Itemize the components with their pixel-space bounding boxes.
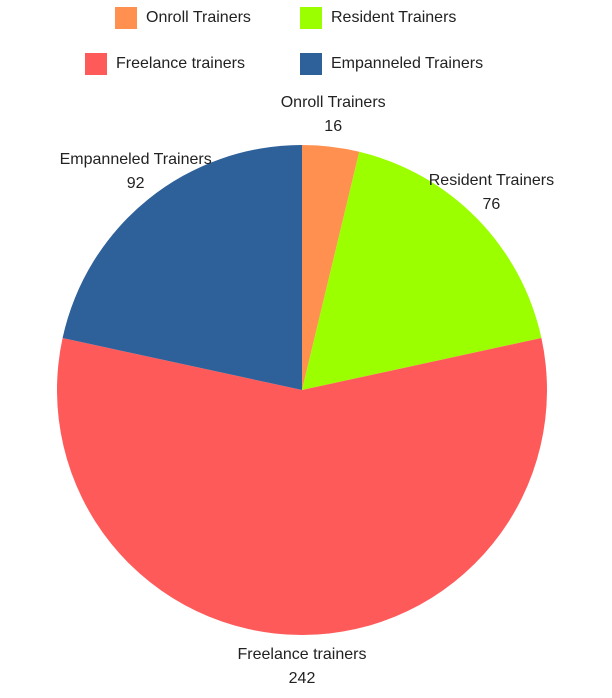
slice-value: 92	[127, 175, 145, 192]
slice-label: Resident Trainers	[429, 172, 554, 189]
pie-slice	[302, 151, 542, 390]
slice-value: 242	[289, 670, 316, 687]
legend-swatch	[300, 53, 322, 75]
legend-swatch	[85, 53, 107, 75]
slice-label: Empanneled Trainers	[60, 151, 212, 168]
slice-value: 76	[483, 196, 501, 213]
pie-slice	[56, 338, 548, 636]
slice-label: Freelance trainers	[238, 646, 367, 663]
legend-swatch	[115, 7, 137, 29]
legend-swatch	[300, 7, 322, 29]
legend-label: Empanneled Trainers	[331, 55, 483, 72]
pie-slice	[302, 145, 360, 390]
legend-label: Onroll Trainers	[146, 9, 251, 26]
pie-slice	[62, 145, 302, 390]
legend-label: Resident Trainers	[331, 9, 456, 26]
slice-label: Onroll Trainers	[281, 94, 386, 111]
slice-value: 16	[324, 118, 342, 135]
legend-label: Freelance trainers	[116, 55, 245, 72]
